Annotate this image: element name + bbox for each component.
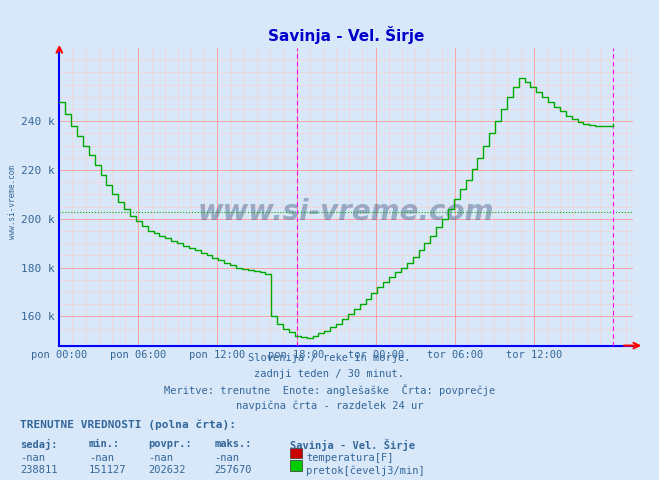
Text: 257670: 257670 <box>214 465 252 475</box>
Text: povpr.:: povpr.: <box>148 439 192 449</box>
Text: pretok[čevelj3/min]: pretok[čevelj3/min] <box>306 465 425 476</box>
Text: navpična črta - razdelek 24 ur: navpična črta - razdelek 24 ur <box>236 400 423 411</box>
Text: maks.:: maks.: <box>214 439 252 449</box>
Text: TRENUTNE VREDNOSTI (polna črta):: TRENUTNE VREDNOSTI (polna črta): <box>20 420 236 431</box>
Text: Meritve: trenutne  Enote: anglešaške  Črta: povprečje: Meritve: trenutne Enote: anglešaške Črta… <box>164 384 495 396</box>
Text: -nan: -nan <box>20 453 45 463</box>
Text: 238811: 238811 <box>20 465 57 475</box>
Text: 151127: 151127 <box>89 465 127 475</box>
Text: sedaj:: sedaj: <box>20 439 57 450</box>
Text: min.:: min.: <box>89 439 120 449</box>
Text: 202632: 202632 <box>148 465 186 475</box>
Text: www.si-vreme.com: www.si-vreme.com <box>198 198 494 226</box>
Title: Savinja - Vel. Širje: Savinja - Vel. Širje <box>268 26 424 44</box>
Text: zadnji teden / 30 minut.: zadnji teden / 30 minut. <box>254 369 405 379</box>
Text: Savinja - Vel. Širje: Savinja - Vel. Širje <box>290 439 415 451</box>
Text: Slovenija / reke in morje.: Slovenija / reke in morje. <box>248 353 411 363</box>
Text: -nan: -nan <box>214 453 239 463</box>
Text: -nan: -nan <box>148 453 173 463</box>
Bar <box>290 448 302 458</box>
Text: www.si-vreme.com: www.si-vreme.com <box>8 165 17 239</box>
Text: -nan: -nan <box>89 453 114 463</box>
Text: temperatura[F]: temperatura[F] <box>306 453 394 463</box>
Bar <box>290 460 302 471</box>
